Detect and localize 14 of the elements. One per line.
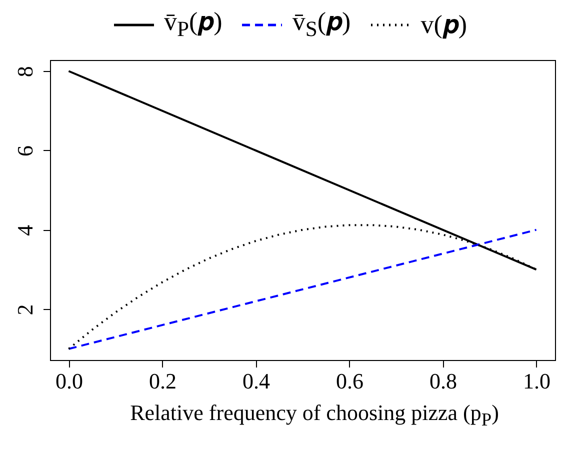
x-tick-label: 0.4: [242, 368, 270, 394]
y-tick-label: 2: [12, 304, 38, 316]
y-tick-label: 4: [12, 224, 38, 236]
legend-label: v̄$_{P}$(𝒑): [164, 7, 222, 43]
legend-label: v(𝒑): [420, 10, 468, 40]
x-tick-label: 0.6: [336, 368, 364, 394]
y-tick-label: 6: [12, 145, 38, 156]
x-tick-label: 0.0: [55, 368, 83, 394]
y-tick-label: 8: [12, 66, 38, 78]
x-tick-label: 1.0: [523, 368, 551, 394]
x-axis-title: Relative frequency of choosing pizza (p$_{P}$): [129, 400, 500, 430]
x-tick-label: 0.2: [148, 368, 176, 394]
legend-label: v̄$_{S}$(𝒑): [292, 7, 351, 43]
x-tick-label: 0.8: [430, 368, 458, 394]
